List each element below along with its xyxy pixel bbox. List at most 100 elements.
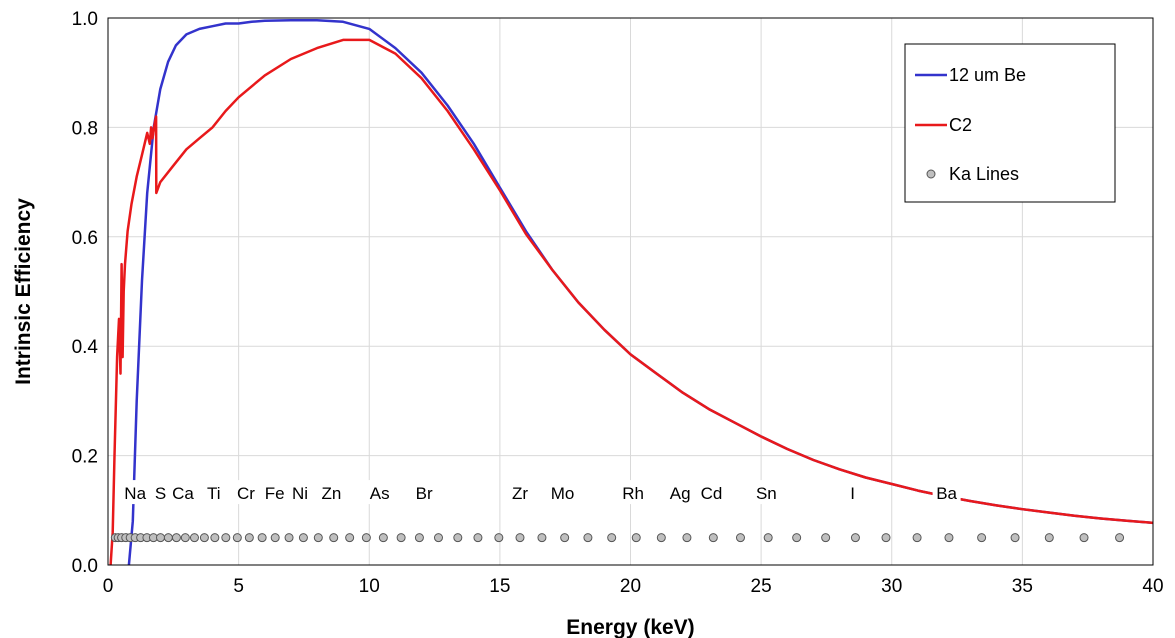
grid-lines <box>108 18 1153 565</box>
element-label-bg <box>697 480 726 505</box>
element-label-bg <box>199 480 228 505</box>
element-label-bg <box>168 480 197 505</box>
ka-line-point <box>396 533 406 543</box>
ka-line-point <box>708 533 718 543</box>
ka-line-point <box>270 533 280 543</box>
ka-line-markers <box>110 533 1125 543</box>
element-label: Cd <box>701 484 723 503</box>
ka-line-point <box>171 533 181 543</box>
ka-line-point <box>329 533 339 543</box>
ka-line-point <box>1115 533 1125 543</box>
x-tick-label: 10 <box>359 576 380 597</box>
legend-swatch-ka-lines <box>926 169 936 179</box>
ka-line-point <box>313 533 323 543</box>
element-label-bg <box>410 480 439 505</box>
plot-frame <box>107 17 1154 566</box>
element-label-bg <box>121 480 150 505</box>
x-tick-label: 15 <box>489 576 510 597</box>
ka-line-point <box>244 533 254 543</box>
y-tick-label: 0.0 <box>72 556 98 577</box>
y-tick-label: 0.4 <box>72 337 99 358</box>
element-label-bg <box>231 480 260 505</box>
ka-line-point <box>284 533 294 543</box>
ka-line-point <box>1010 533 1020 543</box>
x-tick-label: 0 <box>103 576 114 597</box>
ka-line-point <box>631 533 641 543</box>
element-label-bg <box>619 480 648 505</box>
ka-line-point <box>298 533 308 543</box>
ka-line-point <box>792 533 802 543</box>
y-tick-labels: 0.0 0.2 0.4 0.6 0.8 1.0 <box>72 9 99 577</box>
ka-line-point <box>453 533 463 543</box>
ka-line-point <box>515 533 525 543</box>
ka-line-point <box>560 533 570 543</box>
ka-line-point <box>473 533 483 543</box>
element-label: Ca <box>172 484 194 503</box>
ka-line-point <box>163 533 173 543</box>
legend-label-12um-be: 12 um Be <box>949 65 1026 85</box>
x-tick-label: 35 <box>1012 576 1033 597</box>
x-tick-label: 5 <box>233 576 244 597</box>
legend: 12 um Be C2 Ka Lines <box>904 43 1116 203</box>
legend-box <box>904 43 1116 203</box>
y-axis-title: Intrinsic Efficiency <box>12 198 35 385</box>
element-label-bg <box>365 480 394 505</box>
ka-line-point <box>850 533 860 543</box>
element-label-bg <box>151 480 170 505</box>
element-label: Zr <box>512 484 528 503</box>
element-label: Rh <box>622 484 644 503</box>
ka-line-point <box>180 533 190 543</box>
ka-line-point <box>583 533 593 543</box>
element-label: Ni <box>292 484 308 503</box>
ka-line-point <box>210 533 220 543</box>
x-tick-labels: 0 5 10 15 20 25 30 35 40 <box>103 576 1164 597</box>
element-label: Ba <box>936 484 957 503</box>
element-labels: Na S Ca Ti Cr Fe Ni Zn As Br Zr Mo Rh Ag Cd Sn I Ba <box>121 480 961 505</box>
ka-line-point <box>881 533 891 543</box>
ka-line-point <box>607 533 617 543</box>
element-label-bg <box>286 480 315 505</box>
element-label: Zn <box>321 484 341 503</box>
element-label-bg <box>666 480 695 505</box>
ka-line-point <box>656 533 666 543</box>
ka-line-point <box>221 533 231 543</box>
ka-line-point <box>1079 533 1089 543</box>
element-label: I <box>850 484 855 503</box>
ka-line-point <box>378 533 388 543</box>
element-label: S <box>155 484 166 503</box>
ka-line-point <box>361 533 371 543</box>
element-label-bg <box>932 480 961 505</box>
ka-line-point <box>494 533 504 543</box>
element-label: Sn <box>756 484 777 503</box>
ka-line-point <box>537 533 547 543</box>
y-tick-label: 0.6 <box>72 228 98 249</box>
ka-line-point <box>735 533 745 543</box>
series-line-c2 <box>109 38 1154 566</box>
element-label: Mo <box>551 484 575 503</box>
element-label-bg <box>843 480 862 505</box>
element-label: Ag <box>670 484 691 503</box>
x-tick-label: 25 <box>751 576 772 597</box>
ka-line-point <box>763 533 773 543</box>
ka-line-point <box>345 533 355 543</box>
element-label: As <box>370 484 390 503</box>
legend-label-c2: C2 <box>949 115 972 135</box>
element-label-bg <box>260 480 289 505</box>
x-axis-title: Energy (keV) <box>566 616 694 638</box>
element-label-bg <box>505 480 534 505</box>
y-tick-label: 0.8 <box>72 118 98 139</box>
x-tick-label: 40 <box>1142 576 1163 597</box>
ka-line-point <box>156 533 166 543</box>
element-label-bg <box>548 480 577 505</box>
ka-line-point <box>912 533 922 543</box>
x-tick-label: 20 <box>620 576 641 597</box>
ka-line-point <box>682 533 692 543</box>
ka-line-point <box>232 533 242 543</box>
ka-line-point <box>199 533 209 543</box>
element-label: Fe <box>265 484 285 503</box>
ka-line-point <box>977 533 987 543</box>
element-label: Ti <box>207 484 221 503</box>
legend-label-ka-lines: Ka Lines <box>949 164 1019 184</box>
ka-line-point <box>414 533 424 543</box>
